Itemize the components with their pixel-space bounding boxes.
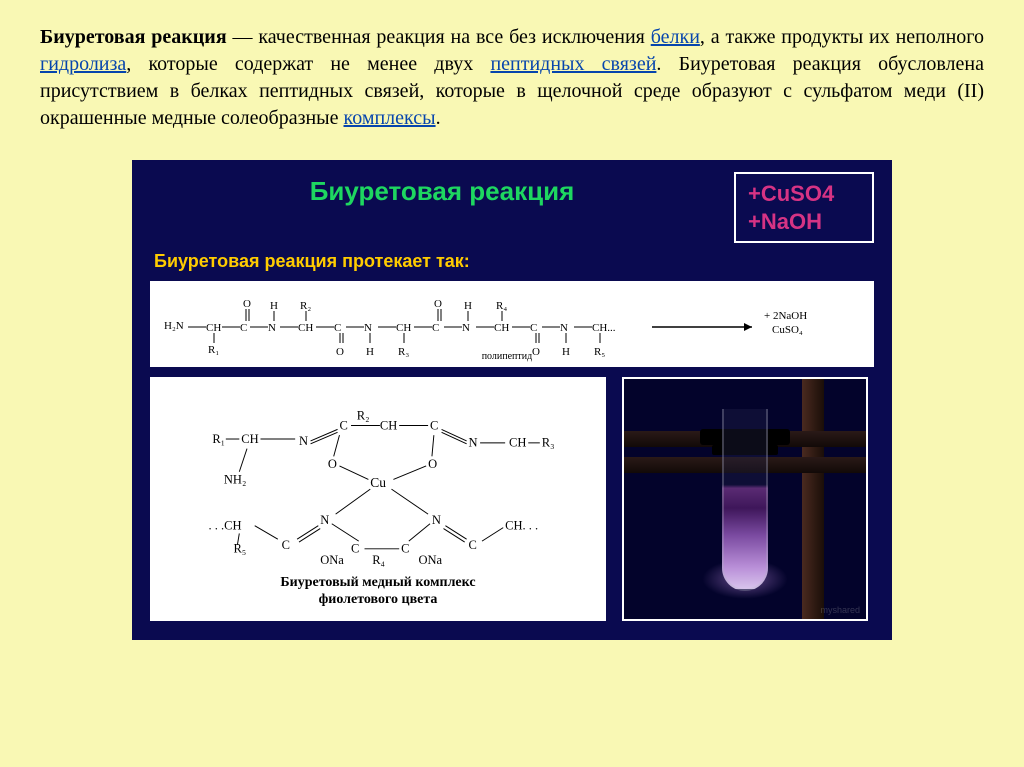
svg-text:C: C bbox=[530, 322, 537, 334]
intro-seg5: . bbox=[436, 107, 441, 129]
peptide-caption: полипептид bbox=[482, 351, 533, 362]
svg-text:R₅: R₅ bbox=[594, 346, 605, 358]
svg-text:CH: CH bbox=[241, 431, 258, 445]
svg-text:R₂: R₂ bbox=[357, 408, 370, 422]
reagent-box: +CuSO4 +NaOH bbox=[734, 172, 874, 243]
complex-box: Cu N C R₂ CH C N O O bbox=[150, 377, 606, 621]
svg-text:N: N bbox=[560, 322, 568, 334]
svg-text:O: O bbox=[532, 346, 540, 358]
svg-text:N: N bbox=[268, 322, 276, 334]
svg-text:R₃: R₃ bbox=[398, 346, 409, 358]
svg-text:N: N bbox=[432, 512, 441, 526]
svg-text:H: H bbox=[562, 346, 570, 358]
test-tube-photo: myshared bbox=[622, 377, 868, 621]
svg-text:CH. . .: CH. . . bbox=[505, 518, 538, 532]
reagent-line-1: +CuSO4 bbox=[748, 180, 860, 208]
svg-text:R₅: R₅ bbox=[234, 541, 247, 555]
svg-text:C: C bbox=[351, 541, 359, 555]
svg-text:N: N bbox=[299, 433, 308, 447]
svg-text:CH: CH bbox=[206, 322, 221, 334]
svg-text:N: N bbox=[462, 322, 470, 334]
svg-text:C: C bbox=[282, 537, 290, 551]
svg-text:C: C bbox=[240, 322, 247, 334]
embedded-slide: Биуретовая реакция +CuSO4 +NaOH Биуретов… bbox=[132, 160, 892, 640]
svg-text:C: C bbox=[430, 418, 438, 432]
reagent-line-2: +NaOH bbox=[748, 208, 860, 236]
svg-text:H: H bbox=[366, 346, 374, 358]
svg-text:O: O bbox=[336, 346, 344, 358]
slide-subhead: Биуретовая реакция протекает так: bbox=[154, 251, 874, 273]
svg-text:+ 2NaOH: + 2NaOH bbox=[764, 310, 807, 322]
complex-svg: Cu N C R₂ CH C N O O bbox=[158, 387, 598, 570]
svg-text:C: C bbox=[401, 541, 409, 555]
svg-text:H: H bbox=[464, 300, 472, 312]
svg-text:O: O bbox=[434, 298, 442, 310]
slide-title: Биуретовая реакция bbox=[150, 172, 734, 207]
svg-text:R₄: R₄ bbox=[372, 553, 385, 567]
svg-text:CH: CH bbox=[298, 322, 313, 334]
intro-seg2: , а также продукты их неполного bbox=[700, 26, 984, 48]
svg-text:O: O bbox=[243, 298, 251, 310]
peptide-formula-strip: H₂N CH R₁ C O N H CH R₂ C O N H CH R₃ C bbox=[150, 281, 874, 367]
stand-vertical bbox=[802, 379, 824, 621]
svg-text:C: C bbox=[334, 322, 341, 334]
link-proteins[interactable]: белки bbox=[651, 26, 700, 48]
svg-text:O: O bbox=[428, 456, 437, 470]
link-complexes[interactable]: комплексы bbox=[344, 107, 436, 129]
intro-seg3: , которые содержат не менее двух bbox=[126, 53, 490, 75]
svg-text:CuSO₄: CuSO₄ bbox=[772, 324, 803, 336]
svg-text:CH: CH bbox=[396, 322, 411, 334]
svg-text:N: N bbox=[320, 512, 329, 526]
svg-text:CH...: CH... bbox=[592, 322, 616, 334]
complex-caption: Биуретовый медный комплекс фиолетового ц… bbox=[280, 574, 475, 609]
intro-lead: Биуретовая реакция bbox=[40, 26, 227, 48]
svg-text:C: C bbox=[339, 418, 347, 432]
test-tube bbox=[722, 409, 768, 591]
link-hydrolysis[interactable]: гидролиза bbox=[40, 53, 126, 75]
svg-text:R₄: R₄ bbox=[496, 300, 507, 312]
svg-text:H: H bbox=[270, 300, 278, 312]
svg-text:H₂N: H₂N bbox=[164, 320, 184, 332]
svg-text:R₂: R₂ bbox=[300, 300, 311, 312]
svg-text:N: N bbox=[469, 435, 478, 449]
svg-text:O: O bbox=[328, 456, 337, 470]
svg-text:NH₂: NH₂ bbox=[224, 472, 246, 486]
svg-text:CH: CH bbox=[380, 418, 397, 432]
svg-text:ONa: ONa bbox=[320, 553, 344, 567]
svg-text:C: C bbox=[432, 322, 439, 334]
svg-text:CH: CH bbox=[494, 322, 509, 334]
link-peptide-bonds[interactable]: пептидных связей bbox=[490, 53, 656, 75]
svg-text:C: C bbox=[469, 537, 477, 551]
intro-paragraph: Биуретовая реакция — качественная реакци… bbox=[40, 24, 984, 132]
svg-text:Cu: Cu bbox=[370, 475, 386, 490]
svg-text:N: N bbox=[364, 322, 372, 334]
svg-text:. . .CH: . . .CH bbox=[208, 518, 241, 532]
svg-text:R₃: R₃ bbox=[542, 435, 555, 449]
svg-text:R₁: R₁ bbox=[208, 344, 219, 356]
watermark: myshared bbox=[820, 605, 860, 615]
svg-text:ONa: ONa bbox=[418, 553, 442, 567]
svg-text:R₁: R₁ bbox=[212, 431, 225, 445]
intro-seg1: — качественная реакция на все без исключ… bbox=[227, 26, 651, 48]
svg-text:CH: CH bbox=[509, 435, 526, 449]
